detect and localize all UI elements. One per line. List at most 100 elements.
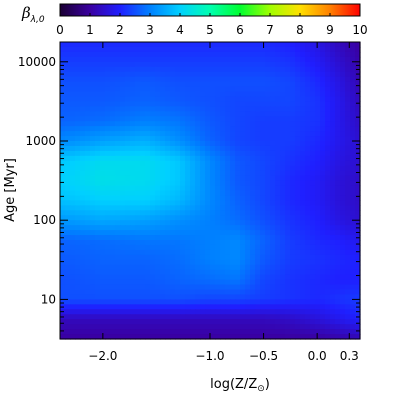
heatmap-cell [160, 175, 166, 182]
heatmap-cell [130, 145, 136, 152]
heatmap-cell [290, 309, 296, 315]
heatmap-cell [110, 205, 116, 211]
heatmap-cell [155, 116, 161, 122]
heatmap-cell [290, 81, 296, 88]
heatmap-cell [255, 195, 261, 201]
heatmap-cell [215, 240, 221, 246]
heatmap-cell [275, 279, 281, 286]
heatmap-cell [290, 101, 296, 107]
heatmap-cell [185, 165, 191, 172]
heatmap-cell [240, 215, 246, 221]
heatmap-cell [290, 86, 296, 93]
heatmap-cell [315, 131, 321, 137]
heatmap-cell [320, 319, 326, 325]
heatmap-cell [325, 269, 331, 276]
heatmap-cell [190, 230, 196, 236]
heatmap-cell [155, 319, 161, 325]
heatmap-cell [115, 150, 121, 157]
heatmap-cell [255, 289, 261, 296]
heatmap-cell [345, 334, 351, 340]
heatmap-cell [235, 314, 241, 320]
heatmap-cell [190, 51, 196, 58]
heatmap-cell [250, 205, 256, 211]
heatmap-cell [190, 289, 196, 296]
heatmap-cell [110, 121, 116, 127]
heatmap-cell [115, 175, 121, 182]
heatmap-cell [285, 274, 291, 281]
heatmap-cell [265, 319, 271, 325]
heatmap-cell [105, 274, 111, 281]
heatmap-cell [275, 334, 281, 340]
heatmap-cell [165, 86, 171, 93]
heatmap-cell [200, 294, 206, 300]
heatmap-cell [350, 314, 356, 320]
heatmap-cell [95, 165, 101, 172]
heatmap-cell [125, 235, 131, 241]
heatmap-cell [210, 244, 216, 251]
heatmap-cell [140, 195, 146, 201]
heatmap-cell [330, 160, 336, 167]
heatmap-cell [250, 76, 256, 83]
heatmap-cell [315, 165, 321, 172]
heatmap-cell [275, 299, 281, 305]
heatmap-cell [220, 314, 226, 320]
heatmap-cell [185, 160, 191, 167]
heatmap-cell [290, 244, 296, 251]
heatmap-cell [250, 56, 256, 63]
heatmap-cell [115, 294, 121, 300]
heatmap-cell [305, 329, 311, 335]
heatmap-cell [250, 131, 256, 137]
heatmap-cell [280, 61, 286, 68]
heatmap-cell [255, 56, 261, 63]
heatmap-cell [70, 254, 76, 261]
heatmap-cell [140, 249, 146, 256]
heatmap-cell [340, 279, 346, 286]
heatmap-cell [350, 145, 356, 152]
heatmap-cell [140, 126, 146, 132]
heatmap-cell [90, 324, 96, 330]
heatmap-cell [315, 274, 321, 281]
heatmap-cell [270, 150, 276, 157]
heatmap-cell [240, 289, 246, 296]
heatmap-cell [180, 324, 186, 330]
heatmap-cell [180, 86, 186, 93]
heatmap-cell [180, 96, 186, 102]
heatmap-cell [170, 240, 176, 246]
heatmap-cell [105, 81, 111, 88]
heatmap-cell [245, 136, 251, 142]
heatmap-cell [310, 235, 316, 241]
heatmap-cell [180, 329, 186, 335]
heatmap-cell [75, 210, 81, 216]
heatmap-cell [180, 225, 186, 231]
heatmap-cell [270, 175, 276, 182]
heatmap-cell [125, 319, 131, 325]
heatmap-cell [145, 76, 151, 83]
heatmap-cell [320, 155, 326, 162]
heatmap-cell [230, 170, 236, 177]
heatmap-cell [325, 319, 331, 325]
heatmap-cell [245, 150, 251, 157]
heatmap-cell [315, 240, 321, 246]
heatmap-cell [110, 86, 116, 93]
heatmap-cell [140, 160, 146, 167]
heatmap-cell [285, 294, 291, 300]
heatmap-cell [300, 314, 306, 320]
heatmap-cell [245, 205, 251, 211]
heatmap-cell [345, 259, 351, 266]
heatmap-cell [270, 185, 276, 192]
heatmap-cell [160, 220, 166, 226]
heatmap-cell [120, 170, 126, 177]
heatmap-cell [305, 165, 311, 172]
heatmap-cell [75, 235, 81, 241]
heatmap-cell [70, 319, 76, 325]
heatmap-cell [305, 254, 311, 261]
heatmap-cell [115, 145, 121, 152]
heatmap-cell [250, 249, 256, 256]
heatmap-cell [180, 230, 186, 236]
heatmap-cell [115, 51, 121, 58]
heatmap-cell [175, 121, 181, 127]
heatmap-cell [275, 180, 281, 187]
heatmap-cell [135, 66, 141, 73]
heatmap-cell [125, 121, 131, 127]
heatmap-cell [170, 91, 176, 98]
